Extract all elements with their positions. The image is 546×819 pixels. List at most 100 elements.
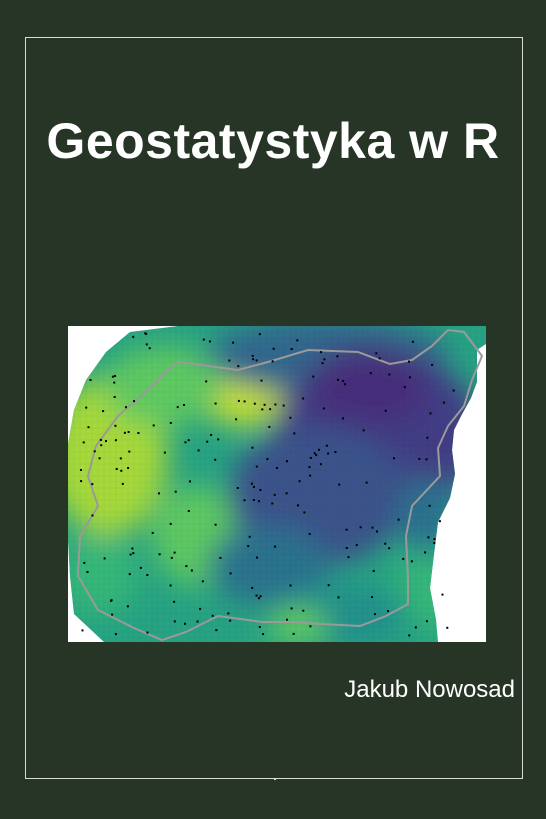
sample-point <box>185 565 188 568</box>
sample-point <box>201 580 204 583</box>
sample-point <box>438 520 441 523</box>
sample-point <box>289 584 292 587</box>
sample-point <box>214 402 217 405</box>
sample-point <box>378 357 381 360</box>
sample-point <box>290 607 293 610</box>
sample-point <box>237 365 240 368</box>
sample-point <box>243 499 246 502</box>
sample-point <box>315 454 318 457</box>
sample-point <box>250 482 253 485</box>
sample-point <box>371 526 374 529</box>
sample-point <box>89 379 92 381</box>
sample-point <box>426 436 429 439</box>
sample-point <box>271 360 274 363</box>
sample-point <box>137 432 140 434</box>
sample-point <box>258 333 261 336</box>
sample-point <box>427 536 430 539</box>
sample-point <box>111 375 114 378</box>
sample-point <box>337 378 339 381</box>
sample-point <box>80 469 82 471</box>
sample-point <box>169 584 172 587</box>
sample-point <box>433 538 436 541</box>
sample-point <box>91 483 94 486</box>
frame-marker <box>274 778 276 780</box>
sample-point <box>169 422 172 424</box>
sample-point <box>196 620 199 623</box>
sample-point <box>293 432 296 435</box>
sample-point <box>255 465 258 468</box>
sample-point <box>113 396 116 398</box>
sample-point <box>132 552 135 555</box>
sample-point <box>252 358 255 361</box>
sample-point <box>252 485 255 488</box>
sample-point <box>274 403 277 406</box>
sample-point <box>102 410 105 413</box>
sample-point <box>120 469 123 472</box>
sample-point <box>227 612 230 615</box>
sample-point <box>128 450 131 453</box>
sample-point <box>158 492 160 495</box>
sample-point <box>384 542 387 545</box>
sample-point <box>190 569 193 572</box>
sample-point <box>431 363 434 366</box>
sample-point <box>123 431 126 434</box>
sample-point <box>183 404 185 406</box>
sample-point <box>205 380 208 383</box>
sample-point <box>334 451 337 453</box>
sample-point <box>387 610 389 613</box>
sample-point <box>146 574 149 576</box>
sample-point <box>411 340 414 343</box>
sample-point <box>359 526 362 529</box>
sample-point <box>253 402 256 405</box>
sample-point <box>217 438 220 441</box>
sample-point <box>263 403 266 406</box>
sample-point <box>303 511 306 514</box>
sample-point <box>318 448 320 451</box>
sample-point <box>187 510 190 512</box>
book-author: Jakub Nowosad <box>344 676 515 703</box>
sample-point <box>313 452 316 455</box>
sample-point <box>98 457 101 460</box>
sample-point <box>184 441 187 444</box>
sample-point <box>145 332 148 335</box>
sample-point <box>99 438 102 441</box>
sample-point <box>257 597 260 600</box>
sample-point <box>345 528 348 531</box>
sample-point <box>282 404 285 407</box>
sample-point <box>169 522 172 525</box>
sample-point <box>260 379 263 382</box>
sample-point <box>424 551 427 554</box>
sample-point <box>255 359 258 362</box>
sample-point <box>152 424 155 427</box>
sample-point <box>131 547 134 550</box>
sample-point <box>365 481 368 484</box>
sample-point <box>252 499 255 501</box>
sample-point <box>255 594 258 597</box>
sample-point <box>442 401 445 404</box>
sample-point <box>187 439 190 442</box>
sample-point <box>85 406 88 409</box>
sample-point <box>93 450 96 453</box>
sample-point <box>345 547 348 549</box>
sample-point <box>393 457 395 460</box>
sample-point <box>80 480 83 483</box>
sample-point <box>129 553 132 556</box>
sample-point <box>302 397 305 400</box>
sample-point <box>126 605 129 608</box>
sample-point <box>372 569 375 572</box>
sample-point <box>374 613 376 616</box>
sample-point <box>127 431 130 433</box>
sample-point <box>133 400 135 403</box>
sample-point <box>269 408 272 411</box>
sample-point <box>433 542 436 544</box>
sample-point <box>259 489 262 491</box>
sample-point <box>176 406 179 409</box>
sample-point <box>237 399 240 402</box>
sample-point <box>229 572 232 575</box>
sample-point <box>344 383 346 386</box>
sample-point <box>369 372 372 375</box>
sample-point <box>408 376 411 379</box>
sample-point <box>397 518 400 521</box>
sample-point <box>286 618 288 621</box>
sample-point <box>309 625 312 628</box>
